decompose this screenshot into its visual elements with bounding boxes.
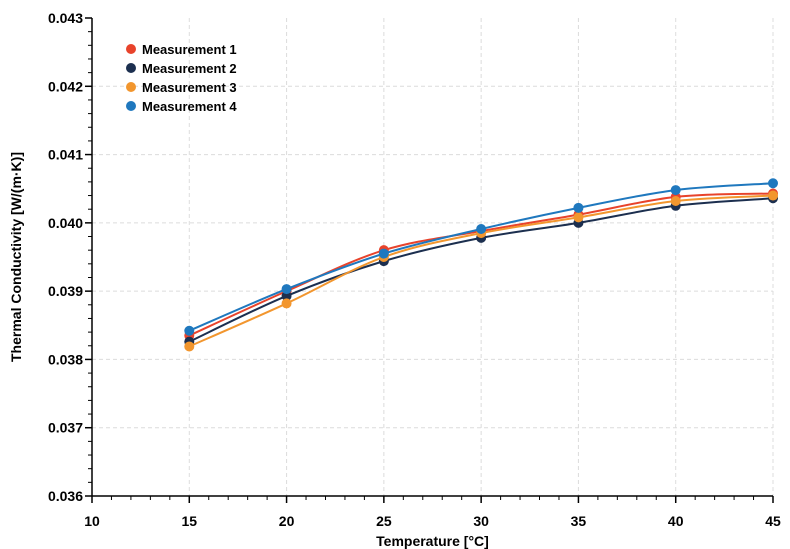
legend-item: Measurement 2: [126, 61, 237, 76]
data-point: [670, 185, 681, 196]
legend-label: Measurement 4: [142, 99, 237, 114]
legend-item: Measurement 4: [126, 99, 237, 114]
data-point: [768, 190, 778, 201]
y-tick-label: 0.037: [48, 420, 83, 436]
data-point: [768, 178, 778, 189]
x-axis-label: Temperature [°C]: [376, 533, 489, 549]
data-point: [281, 284, 292, 295]
y-tick-label: 0.039: [48, 283, 83, 299]
data-point: [378, 248, 389, 259]
data-point: [476, 224, 487, 235]
legend-item: Measurement 1: [126, 42, 237, 57]
x-tick-label: 15: [181, 513, 197, 529]
legend: Measurement 1 Measurement 2 Measurement 3 M…: [126, 42, 237, 114]
legend-marker: [126, 44, 136, 54]
series-4: [184, 178, 778, 336]
series-layer: [184, 178, 778, 352]
x-tick-label: 40: [668, 513, 684, 529]
y-axis-label: Thermal Conductivity [W/(m·K)]: [8, 152, 24, 362]
y-tick-label: 0.043: [48, 10, 83, 26]
x-tick-label: 10: [84, 513, 100, 529]
x-tick-label: 45: [765, 513, 781, 529]
data-point: [281, 298, 292, 309]
legend-label: Measurement 3: [142, 80, 237, 95]
legend-marker: [126, 63, 136, 73]
axes: 10 15 20 25 30 35 40 45 0.036 0.037 0.038 0.039 0.04…: [48, 10, 781, 529]
data-point: [573, 202, 584, 213]
data-point: [184, 325, 195, 336]
x-tick-label: 30: [473, 513, 489, 529]
grid: [92, 18, 774, 496]
x-tick-label: 35: [571, 513, 587, 529]
y-tick-label: 0.038: [48, 351, 83, 367]
legend-marker: [126, 82, 136, 92]
data-point: [184, 341, 195, 352]
data-point: [573, 212, 584, 223]
y-tick-label: 0.042: [48, 78, 83, 94]
legend-item: Measurement 3: [126, 80, 237, 95]
x-tick-label: 25: [376, 513, 392, 529]
legend-marker: [126, 101, 136, 111]
legend-label: Measurement 1: [142, 42, 237, 57]
x-tick-label: 20: [279, 513, 295, 529]
data-point: [670, 196, 681, 207]
y-tick-label: 0.041: [48, 147, 83, 163]
y-tick-label: 0.040: [48, 215, 83, 231]
legend-label: Measurement 2: [142, 61, 237, 76]
y-tick-label: 0.036: [48, 488, 83, 504]
